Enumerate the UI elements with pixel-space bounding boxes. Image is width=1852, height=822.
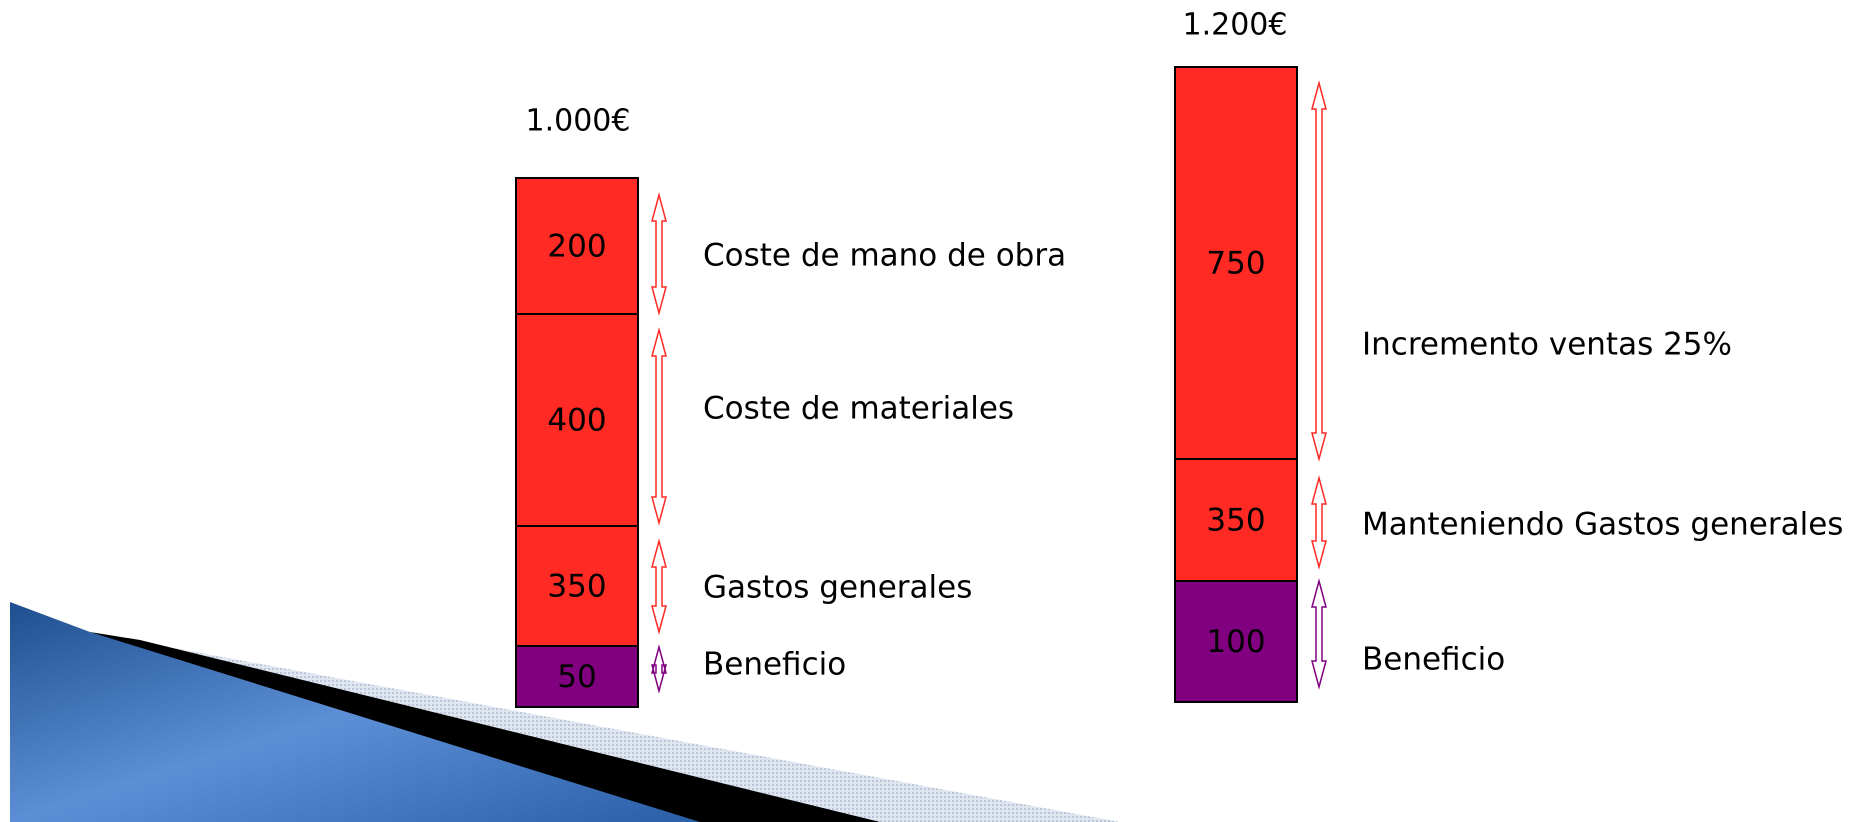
segment-label: Manteniendo Gastos generales: [1362, 507, 1843, 543]
segment-value: 50: [557, 659, 596, 695]
double-arrow: [1312, 581, 1326, 687]
segment-label: Beneficio: [703, 647, 846, 683]
double-arrow: [652, 195, 666, 313]
double-arrow: [652, 330, 666, 523]
segment-label: Coste de mano de obra: [703, 238, 1066, 274]
column-total: 1.200€: [1183, 8, 1288, 43]
segment-value: 350: [1206, 503, 1265, 539]
columns: 1.000€ 200 Coste de mano de obra 400 Coste d…: [516, 8, 1843, 708]
segment-label: Beneficio: [1362, 642, 1505, 678]
segment-value: 400: [547, 403, 606, 439]
segment-value: 750: [1206, 246, 1265, 282]
double-arrow: [1312, 83, 1326, 459]
segment-label: Coste de materiales: [703, 391, 1014, 427]
segment-label: Gastos generales: [703, 570, 972, 606]
slide: 1.000€ 200 Coste de mano de obra 400 Coste d…: [0, 0, 1852, 822]
segment-label: Incremento ventas 25%: [1362, 327, 1732, 363]
column-total: 1.000€: [526, 104, 631, 139]
double-arrow: [652, 541, 666, 632]
double-arrow: [1312, 478, 1326, 567]
segment-value: 350: [547, 569, 606, 605]
double-arrow: [652, 647, 666, 691]
segment-value: 200: [547, 229, 606, 265]
segment-value: 100: [1206, 624, 1265, 660]
